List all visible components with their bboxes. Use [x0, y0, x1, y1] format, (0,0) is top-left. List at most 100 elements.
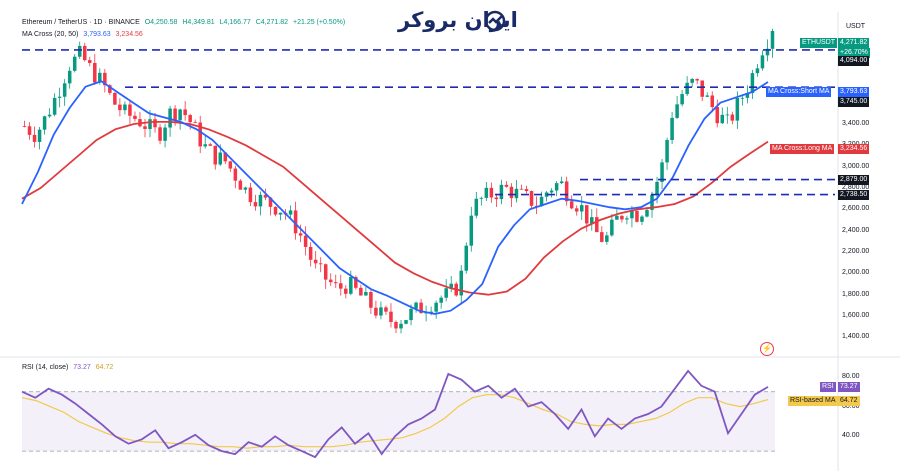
candle-body — [188, 115, 192, 123]
candle-body — [464, 245, 469, 271]
candle-body — [203, 144, 207, 147]
candle-body — [268, 197, 273, 207]
candle-body — [725, 114, 730, 116]
candle-body — [213, 145, 218, 165]
ma-long-value-tag: 3,234.56 — [838, 144, 870, 154]
candle-body — [223, 152, 228, 162]
ma-header: MA Cross (20, 50) 3,793.63 3,234.56 — [22, 31, 146, 38]
currency-label: USDT — [846, 23, 866, 30]
candle-body — [228, 161, 233, 169]
rsi-ma-value-tag: 64.72 — [838, 396, 860, 406]
candle-body — [615, 215, 619, 220]
candle-body — [293, 210, 298, 234]
candle-body — [685, 82, 689, 95]
candle-body — [32, 134, 37, 142]
candle-body — [730, 114, 735, 121]
candle-body — [434, 302, 438, 312]
candle-body — [665, 139, 669, 163]
candle-body — [740, 97, 745, 99]
candle-body — [218, 152, 223, 165]
candle-body — [499, 184, 504, 200]
candle-body — [645, 209, 649, 217]
candle-body — [595, 217, 599, 233]
candle-body — [318, 263, 323, 265]
brand-logo-text: ایران بروکر — [398, 8, 518, 32]
candle-body — [238, 180, 243, 190]
candle-body — [248, 187, 253, 203]
candle-body — [489, 187, 494, 198]
candle-body — [760, 55, 765, 69]
rsi-ma-line — [21, 394, 769, 449]
candle-body — [414, 302, 418, 309]
candle-body — [384, 307, 388, 312]
candle-body — [720, 114, 725, 124]
candle-body — [243, 187, 248, 190]
candle-body — [605, 235, 609, 242]
candle-body — [323, 264, 328, 280]
candle-body — [690, 79, 694, 83]
candle-body — [524, 189, 529, 192]
candle-body — [444, 288, 448, 298]
candle-body — [514, 188, 519, 199]
candle-body — [504, 184, 509, 187]
candle-body — [695, 79, 699, 81]
candle-body — [133, 115, 137, 120]
candle-body — [77, 45, 82, 57]
candle-body — [675, 104, 679, 118]
candle-body — [399, 323, 403, 329]
candle-body — [359, 287, 363, 296]
price-tick-label: 1,600.00 — [842, 312, 870, 319]
candle-body — [574, 208, 579, 212]
close-value: C4,271.82 — [255, 19, 289, 26]
candle-body — [123, 104, 127, 111]
rsi-band — [22, 391, 775, 452]
candle-body — [660, 162, 664, 182]
candle-body — [153, 119, 157, 128]
candle-body — [429, 311, 433, 313]
candle-body — [544, 192, 549, 197]
candle-body — [118, 104, 122, 111]
candle-body — [755, 68, 760, 74]
candle-body — [158, 127, 162, 141]
candle-body — [288, 210, 293, 215]
candle-body — [344, 288, 348, 294]
candle-body — [349, 277, 353, 294]
candle-body — [539, 196, 544, 207]
lightning-icon[interactable]: ⚡ — [760, 342, 774, 356]
candle-body — [263, 194, 268, 198]
high-value: H4,349.81 — [182, 19, 215, 26]
candle-body — [339, 283, 343, 289]
candle-body — [108, 85, 112, 93]
rsi-ma-label-tag: RSI-based MA — [788, 396, 838, 406]
candle-body — [374, 307, 378, 316]
candle-body — [178, 109, 182, 121]
candle-body — [600, 232, 604, 242]
candle-body — [253, 202, 258, 207]
symbol-tag: ETHUSDT — [800, 38, 838, 48]
candle-body — [354, 277, 358, 288]
candle-body — [52, 97, 57, 115]
price-tag: 4,271.82 — [838, 38, 870, 48]
candle-body — [82, 45, 87, 61]
candle-body — [143, 126, 147, 129]
ma-short-label-tag: MA Cross:Short MA — [766, 87, 832, 97]
price-tick-label: 2,200.00 — [842, 248, 870, 255]
candle-body — [484, 187, 489, 198]
candle-body — [610, 219, 614, 236]
ma-long-value: 3,234.56 — [115, 31, 143, 38]
level-tag-2738: 2,738.50 — [838, 189, 870, 200]
ma-long-line — [21, 121, 769, 296]
candle-body — [298, 233, 303, 236]
candle-body — [62, 83, 67, 97]
candle-body — [303, 235, 308, 247]
candle-body — [770, 31, 775, 49]
candle-body — [584, 205, 589, 224]
candle-body — [569, 201, 574, 209]
candle-body — [369, 292, 373, 308]
price-tick-label: 2,000.00 — [842, 269, 870, 277]
symbol-header: Ethereum / TetherUS · 1D · BINANCE O4,25… — [22, 19, 348, 26]
candle-body — [404, 320, 408, 324]
candle-body — [278, 212, 283, 215]
candle-body — [273, 206, 278, 215]
